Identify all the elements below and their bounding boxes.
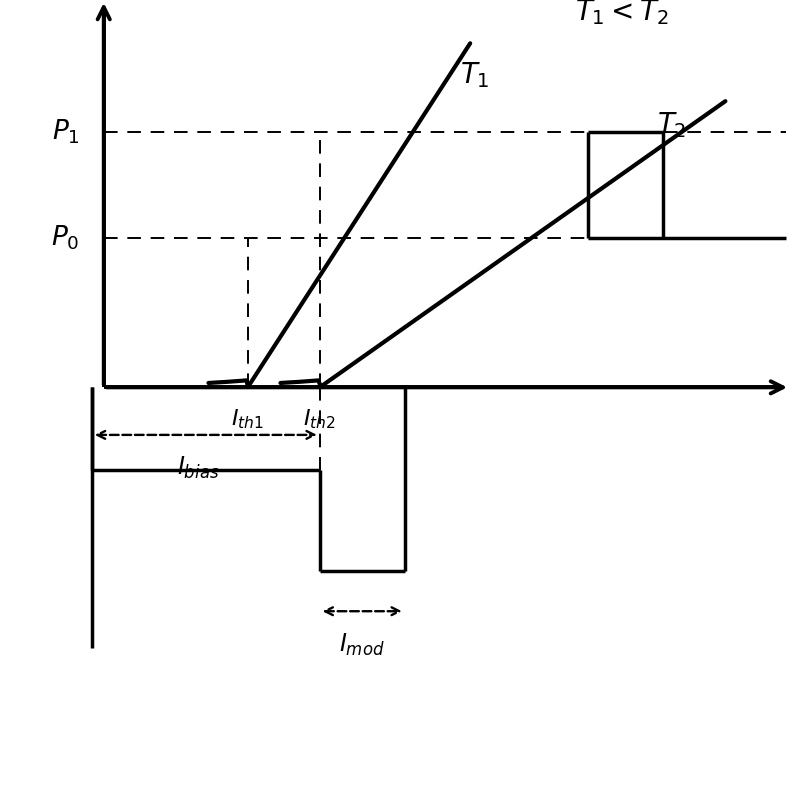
Text: $T_1$: $T_1$	[460, 60, 490, 90]
Text: $I_{mod}$: $I_{mod}$	[339, 631, 385, 658]
Text: $I_{th1}$: $I_{th1}$	[231, 408, 264, 431]
Text: $T_1 < T_2$: $T_1 < T_2$	[575, 0, 669, 27]
Text: $I_{bias}$: $I_{bias}$	[176, 455, 219, 481]
Text: $I_{th2}$: $I_{th2}$	[303, 408, 336, 431]
Text: $T_2$: $T_2$	[657, 110, 686, 140]
Text: $I$: $I$	[796, 367, 798, 399]
Text: $P_0$: $P_0$	[51, 224, 80, 253]
Text: $P_1$: $P_1$	[52, 118, 80, 146]
Text: $P$: $P$	[57, 0, 79, 4]
